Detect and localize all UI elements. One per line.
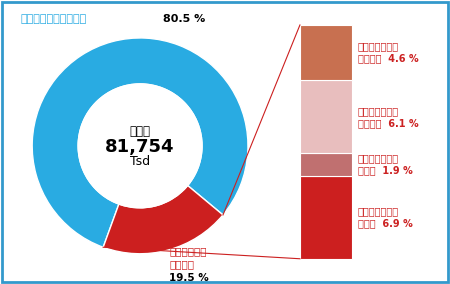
Wedge shape [32, 38, 248, 247]
Bar [300, 25, 352, 80]
Text: 81,754: 81,754 [105, 138, 175, 156]
Text: 移民経験がない: 移民経験がない [358, 154, 399, 164]
Text: 移民背景がない: 移民背景がない [358, 41, 399, 52]
Bar [300, 153, 352, 176]
Text: 移民の背景が: 移民の背景が [169, 247, 207, 257]
Wedge shape [103, 185, 223, 254]
Text: 移民背景がある: 移民背景がある [358, 106, 399, 116]
Text: ドイツ人  4.6 %: ドイツ人 4.6 % [358, 54, 418, 64]
Bar [300, 80, 352, 153]
Bar [300, 176, 352, 259]
Text: 移民ではないドイツ人: 移民ではないドイツ人 [20, 14, 86, 24]
Text: 外国人  6.9 %: 外国人 6.9 % [358, 218, 413, 228]
Text: Tsd: Tsd [130, 155, 150, 168]
Text: 19.5 %: 19.5 % [169, 273, 209, 283]
Circle shape [78, 84, 202, 208]
Text: ドイツ人  6.1 %: ドイツ人 6.1 % [358, 118, 418, 128]
Text: 外国人  1.9 %: 外国人 1.9 % [358, 166, 413, 176]
Text: 80.5 %: 80.5 % [163, 14, 205, 24]
Text: 移民経験がある: 移民経験がある [358, 206, 399, 216]
Text: ある人口: ある人口 [169, 260, 194, 270]
Text: 全人口: 全人口 [130, 125, 151, 138]
